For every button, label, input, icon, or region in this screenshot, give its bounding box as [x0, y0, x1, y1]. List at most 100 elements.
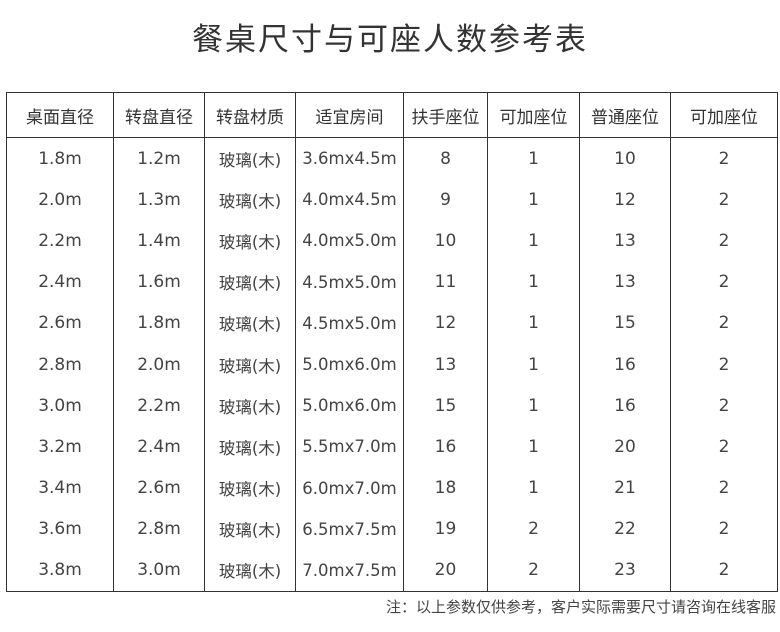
- table-row: 2.2m 1.4m 玻璃(木) 4.0mx5.0m 10 1 13 2: [6, 220, 778, 262]
- table-cell: 16: [579, 385, 671, 427]
- table-cell: 2.0m: [113, 343, 205, 386]
- table-cell: 4.5mx5.0m: [295, 261, 404, 303]
- table-cell: 1.8m: [6, 137, 114, 180]
- table-row: 3.0m 2.2m 玻璃(木) 5.0mx6.0m 15 1 16 2: [6, 385, 778, 427]
- table-row: 3.2m 2.4m 玻璃(木) 5.5mx7.0m 16 1 20 2: [6, 426, 778, 468]
- table-cell: 2.4m: [6, 261, 114, 303]
- table-cell: 1: [487, 385, 580, 427]
- table-cell: 玻璃(木): [204, 137, 296, 180]
- table-cell: 15: [579, 302, 671, 344]
- table-cell: 6.0mx7.0m: [295, 467, 404, 509]
- table-cell: 2.6m: [113, 467, 205, 509]
- table-cell: 2.2m: [113, 385, 205, 427]
- table-cell: 10: [403, 220, 488, 262]
- table-cell: 20: [403, 549, 488, 592]
- column-header: 转盘直径: [113, 92, 205, 138]
- table-cell: 2: [670, 179, 778, 221]
- column-header: 普通座位: [579, 92, 671, 138]
- table-cell: 2.2m: [6, 220, 114, 262]
- table-cell: 3.6mx4.5m: [295, 137, 404, 180]
- table-cell: 2.4m: [113, 426, 205, 468]
- table-cell: 1: [487, 220, 580, 262]
- table-cell: 玻璃(木): [204, 220, 296, 262]
- table-cell: 玻璃(木): [204, 261, 296, 303]
- table-cell: 12: [403, 302, 488, 344]
- column-header: 转盘材质: [204, 92, 296, 138]
- table-cell: 7.0mx7.5m: [295, 549, 404, 592]
- table-cell: 2: [670, 467, 778, 509]
- table-cell: 2: [670, 508, 778, 550]
- table-cell: 5.0mx6.0m: [295, 385, 404, 427]
- column-header: 可加座位: [670, 92, 778, 138]
- table-cell: 2: [487, 549, 580, 592]
- table-row: 1.8m 1.2m 玻璃(木) 3.6mx4.5m 8 1 10 2: [6, 137, 778, 180]
- table-cell: 16: [579, 343, 671, 386]
- table-cell: 13: [579, 220, 671, 262]
- header-row: 桌面直径 转盘直径 转盘材质 适宜房间 扶手座位 可加座位 普通座位 可加座位: [6, 92, 778, 138]
- table-cell: 3.0m: [6, 385, 114, 427]
- table-cell: 2: [670, 385, 778, 427]
- table-cell: 2.0m: [6, 179, 114, 221]
- table-cell: 2: [670, 137, 778, 180]
- table-cell: 玻璃(木): [204, 549, 296, 592]
- table-cell: 3.2m: [6, 426, 114, 468]
- table-cell: 2.6m: [6, 302, 114, 344]
- table-cell: 6.5mx7.5m: [295, 508, 404, 550]
- table-cell: 13: [579, 261, 671, 303]
- table-cell: 2: [670, 302, 778, 344]
- table-cell: 12: [579, 179, 671, 221]
- table-cell: 1.2m: [113, 137, 205, 180]
- table-cell: 4.0mx4.5m: [295, 179, 404, 221]
- table-cell: 2.8m: [6, 343, 114, 386]
- table-cell: 1: [487, 261, 580, 303]
- table-row: 2.0m 1.3m 玻璃(木) 4.0mx4.5m 9 1 12 2: [6, 179, 778, 221]
- table-cell: 10: [579, 137, 671, 180]
- table-cell: 13: [403, 343, 488, 386]
- table-cell: 玻璃(木): [204, 426, 296, 468]
- table-cell: 2: [670, 426, 778, 468]
- table-cell: 11: [403, 261, 488, 303]
- table-cell: 1: [487, 179, 580, 221]
- table-row: 2.4m 1.6m 玻璃(木) 4.5mx5.0m 11 1 13 2: [6, 261, 778, 303]
- table-cell: 1: [487, 467, 580, 509]
- table-cell: 2: [670, 343, 778, 386]
- table-cell: 22: [579, 508, 671, 550]
- table-cell: 19: [403, 508, 488, 550]
- table-row: 3.4m 2.6m 玻璃(木) 6.0mx7.0m 18 1 21 2: [6, 467, 778, 509]
- column-header: 可加座位: [487, 92, 580, 138]
- table-cell: 9: [403, 179, 488, 221]
- table-cell: 2.8m: [113, 508, 205, 550]
- table-cell: 21: [579, 467, 671, 509]
- column-header: 桌面直径: [6, 92, 114, 138]
- table-cell: 1: [487, 426, 580, 468]
- table-cell: 5.5mx7.0m: [295, 426, 404, 468]
- table-cell: 16: [403, 426, 488, 468]
- table-cell: 8: [403, 137, 488, 180]
- table-cell: 1.4m: [113, 220, 205, 262]
- table-cell: 23: [579, 549, 671, 592]
- table-cell: 2: [487, 508, 580, 550]
- table-cell: 玻璃(木): [204, 343, 296, 386]
- table-cell: 玻璃(木): [204, 302, 296, 344]
- table-cell: 5.0mx6.0m: [295, 343, 404, 386]
- table-cell: 2: [670, 549, 778, 592]
- footnote: 注：以上参数仅供参考，客户实际需要尺寸请咨询在线客服: [385, 598, 776, 616]
- table-cell: 1: [487, 343, 580, 386]
- table-cell: 15: [403, 385, 488, 427]
- table-cell: 18: [403, 467, 488, 509]
- table-cell: 2: [670, 220, 778, 262]
- table-cell: 1: [487, 137, 580, 180]
- column-header: 适宜房间: [295, 92, 404, 138]
- table-cell: 20: [579, 426, 671, 468]
- table-cell: 1.6m: [113, 261, 205, 303]
- table-cell: 4.5mx5.0m: [295, 302, 404, 344]
- table-row: 2.6m 1.8m 玻璃(木) 4.5mx5.0m 12 1 15 2: [6, 302, 778, 344]
- table-cell: 2: [670, 261, 778, 303]
- table-cell: 玻璃(木): [204, 508, 296, 550]
- table-row: 3.8m 3.0m 玻璃(木) 7.0mx7.5m 20 2 23 2: [6, 549, 778, 592]
- page-title: 餐桌尺寸与可座人数参考表: [192, 22, 588, 58]
- table-cell: 3.4m: [6, 467, 114, 509]
- table-cell: 3.6m: [6, 508, 114, 550]
- table-cell: 1.3m: [113, 179, 205, 221]
- table-row: 3.6m 2.8m 玻璃(木) 6.5mx7.5m 19 2 22 2: [6, 508, 778, 550]
